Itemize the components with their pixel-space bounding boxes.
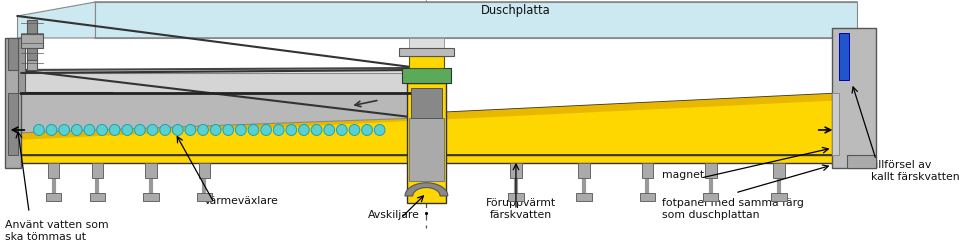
Circle shape <box>33 124 44 135</box>
Polygon shape <box>705 163 716 178</box>
Polygon shape <box>508 193 524 201</box>
Polygon shape <box>8 93 18 155</box>
Circle shape <box>337 124 347 135</box>
Polygon shape <box>578 163 590 178</box>
Circle shape <box>59 124 69 135</box>
Text: Använt vatten som
ska tömmas ut: Använt vatten som ska tömmas ut <box>5 220 108 242</box>
Polygon shape <box>96 2 857 38</box>
Polygon shape <box>510 163 522 178</box>
Polygon shape <box>407 83 446 203</box>
Polygon shape <box>27 20 37 60</box>
Circle shape <box>135 124 145 135</box>
Polygon shape <box>18 2 96 38</box>
Text: Avskiljare: Avskiljare <box>368 210 421 220</box>
Circle shape <box>349 124 360 135</box>
Circle shape <box>261 124 271 135</box>
Circle shape <box>160 124 171 135</box>
Circle shape <box>147 124 158 135</box>
Circle shape <box>109 124 120 135</box>
Polygon shape <box>18 93 419 133</box>
Circle shape <box>210 124 221 135</box>
Polygon shape <box>839 33 849 80</box>
Text: fotpanel med samma färg
som duschplattan: fotpanel med samma färg som duschplattan <box>662 198 804 219</box>
Text: Värmeväxlare: Värmeväxlare <box>204 196 279 206</box>
Polygon shape <box>145 163 157 178</box>
Circle shape <box>223 124 233 135</box>
Polygon shape <box>771 193 787 201</box>
Polygon shape <box>27 60 37 70</box>
Circle shape <box>46 124 57 135</box>
Polygon shape <box>196 193 212 201</box>
Polygon shape <box>92 163 103 178</box>
Polygon shape <box>409 118 444 181</box>
Polygon shape <box>5 38 21 168</box>
Polygon shape <box>18 68 419 93</box>
Text: magnet: magnet <box>662 170 704 180</box>
Polygon shape <box>847 155 876 168</box>
Circle shape <box>173 124 183 135</box>
Polygon shape <box>21 34 43 48</box>
Polygon shape <box>143 193 159 201</box>
Polygon shape <box>703 193 718 201</box>
Polygon shape <box>833 93 839 155</box>
Polygon shape <box>399 48 454 56</box>
Polygon shape <box>18 38 25 93</box>
Polygon shape <box>90 193 105 201</box>
Text: Föruppvärmt
färskvatten: Föruppvärmt färskvatten <box>486 198 556 220</box>
Polygon shape <box>48 163 60 178</box>
Polygon shape <box>639 193 655 201</box>
Polygon shape <box>198 163 210 178</box>
Polygon shape <box>576 193 591 201</box>
Polygon shape <box>18 155 847 163</box>
Circle shape <box>362 124 373 135</box>
Circle shape <box>97 124 107 135</box>
Polygon shape <box>411 88 442 118</box>
Circle shape <box>185 124 196 135</box>
Circle shape <box>324 124 335 135</box>
Polygon shape <box>18 93 847 140</box>
Polygon shape <box>641 163 653 178</box>
Circle shape <box>248 124 259 135</box>
Polygon shape <box>46 193 61 201</box>
Polygon shape <box>409 38 444 48</box>
Circle shape <box>286 124 297 135</box>
Circle shape <box>311 124 322 135</box>
Circle shape <box>84 124 95 135</box>
Circle shape <box>235 124 246 135</box>
Circle shape <box>71 124 82 135</box>
Circle shape <box>198 124 208 135</box>
Polygon shape <box>8 38 18 70</box>
Polygon shape <box>773 163 785 178</box>
Polygon shape <box>18 93 847 155</box>
Circle shape <box>273 124 284 135</box>
Text: tillförsel av
kallt färskvatten: tillförsel av kallt färskvatten <box>872 160 960 182</box>
Polygon shape <box>409 56 444 68</box>
Circle shape <box>299 124 309 135</box>
Polygon shape <box>21 73 419 93</box>
Circle shape <box>122 124 133 135</box>
Polygon shape <box>402 68 451 83</box>
Polygon shape <box>405 183 448 196</box>
Text: Duschplatta: Duschplatta <box>481 4 550 17</box>
Polygon shape <box>833 28 876 168</box>
Circle shape <box>375 124 385 135</box>
